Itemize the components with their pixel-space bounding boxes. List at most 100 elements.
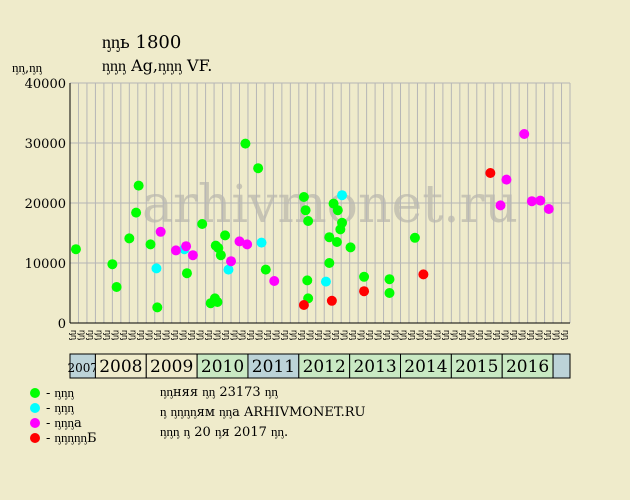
x-tick-label: ᶇᶇ [526, 330, 536, 340]
year-band [552, 353, 571, 379]
data-point [359, 286, 370, 297]
x-tick-label: ᶇᶇ [77, 330, 87, 340]
data-point [226, 256, 237, 267]
x-tick-label: ᶇᶇ [280, 330, 290, 340]
legend-label-2: - ᶇᶇᶇa [46, 416, 82, 431]
data-point [253, 163, 264, 174]
data-point [324, 232, 335, 243]
x-tick-label: ᶇᶇ [483, 330, 493, 340]
x-tick-label: ᶇᶇ [263, 330, 273, 340]
x-tick-label: ᶇᶇ [85, 330, 95, 340]
x-tick-label: ᶇᶇ [475, 330, 485, 340]
x-tick-label: ᶇᶇ [450, 330, 460, 340]
x-tick-label: ᶇᶇ [399, 330, 409, 340]
year-label: 2016 [506, 357, 549, 377]
x-tick-label: ᶇᶇ [68, 330, 78, 340]
year-band [69, 353, 96, 379]
year-label: 2015 [455, 357, 498, 377]
data-point [384, 288, 395, 298]
x-tick-label: ᶇᶇ [195, 330, 205, 340]
data-point [298, 192, 309, 202]
legend-marker-1 [30, 403, 40, 413]
data-point [501, 174, 512, 185]
data-point [418, 269, 429, 280]
x-tick-label: ᶇᶇ [390, 330, 400, 340]
year-band [501, 353, 554, 379]
x-tick-label: ᶇᶇ [255, 330, 265, 340]
data-point [269, 276, 280, 286]
data-point [260, 264, 271, 275]
y-tick-label: 20000 [25, 197, 66, 212]
data-point [181, 241, 192, 252]
x-tick-label: ᶇᶇ [229, 330, 239, 340]
year-label: 2008 [99, 357, 142, 377]
x-tick-label: ᶇᶇ [238, 330, 248, 340]
data-point [107, 259, 118, 270]
year-label: 2012 [303, 357, 346, 377]
info-line-3: ᶇᶇᶇ ᶇ 20 ᶇя 2017 ᶇᶇ. [160, 425, 289, 440]
year-band [196, 353, 249, 379]
year-label: 2011 [252, 357, 295, 377]
data-point [320, 276, 331, 287]
info-line-1: ᶇᶇняя ᶇᶇ 23173 ᶇᶇ [160, 385, 278, 400]
data-point [495, 200, 506, 211]
x-tick-label: ᶇᶇ [161, 330, 171, 340]
data-point [220, 230, 231, 241]
data-point [170, 245, 181, 256]
data-point [303, 216, 314, 226]
x-tick-label: ᶇᶇ [441, 330, 451, 340]
legend-item-0: - ᶇᶇᶇ [30, 385, 74, 401]
data-point [70, 244, 81, 255]
x-tick-label: ᶇᶇ [424, 330, 434, 340]
legend-marker-0 [30, 388, 40, 398]
data-point [300, 205, 311, 216]
data-point [359, 271, 370, 282]
x-tick-label: ᶇᶇ [178, 330, 188, 340]
data-point [543, 204, 554, 214]
x-tick-label: ᶇᶇ [500, 330, 510, 340]
data-point [133, 180, 144, 191]
legend-item-1: - ᶇᶇᶇ [30, 400, 74, 416]
data-point [234, 236, 245, 247]
year-label: 2014 [404, 357, 447, 377]
x-tick-label: ᶇᶇ [212, 330, 222, 340]
x-tick-label: ᶇᶇ [136, 330, 146, 340]
data-point [256, 237, 267, 248]
x-tick-label: ᶇᶇ [204, 330, 214, 340]
data-point [298, 300, 309, 310]
y-tick-label: 40000 [25, 77, 66, 92]
year-label: 2010 [201, 357, 244, 377]
legend-label-1: - ᶇᶇᶇ [46, 401, 75, 416]
x-tick-label: ᶇᶇ [128, 330, 138, 340]
x-tick-label: ᶇᶇ [433, 330, 443, 340]
x-tick-label: ᶇᶇ [119, 330, 129, 340]
y-tick-label: 10000 [25, 257, 66, 272]
data-point [131, 207, 142, 218]
info-line-2: ᶇ ᶇᶇᶇᶇям ᶇᶇa ARHIVMONET.RU [160, 405, 366, 420]
x-tick-label: ᶇᶇ [314, 330, 324, 340]
data-point [384, 274, 395, 285]
data-point [409, 232, 420, 243]
legend-item-2: - ᶇᶇᶇa [30, 415, 82, 431]
chart-subtitle: ᶇᶇᶇ Ag,ᶇᶇᶇ VF. [102, 56, 213, 75]
data-point [526, 196, 537, 207]
x-tick-label: ᶇᶇ [416, 330, 426, 340]
data-point [485, 168, 496, 178]
x-tick-label: ᶇᶇ [365, 330, 375, 340]
year-label: 2013 [353, 357, 396, 377]
x-tick-label: ᶇᶇ [458, 330, 468, 340]
data-point [212, 297, 223, 307]
x-tick-label: ᶇᶇ [221, 330, 231, 340]
data-point [331, 237, 342, 247]
legend-marker-3 [30, 433, 40, 443]
data-point [197, 219, 208, 229]
data-point [324, 258, 335, 268]
x-tick-label: ᶇᶇ [373, 330, 383, 340]
x-tick-label: ᶇᶇ [297, 330, 307, 340]
year-band [450, 353, 503, 379]
x-tick-label: ᶇᶇ [492, 330, 502, 340]
data-point [337, 217, 348, 228]
data-point [326, 295, 337, 306]
chart-title: ᶇᶇь 1800 [102, 32, 182, 53]
x-tick-label: ᶇᶇ [509, 330, 519, 340]
